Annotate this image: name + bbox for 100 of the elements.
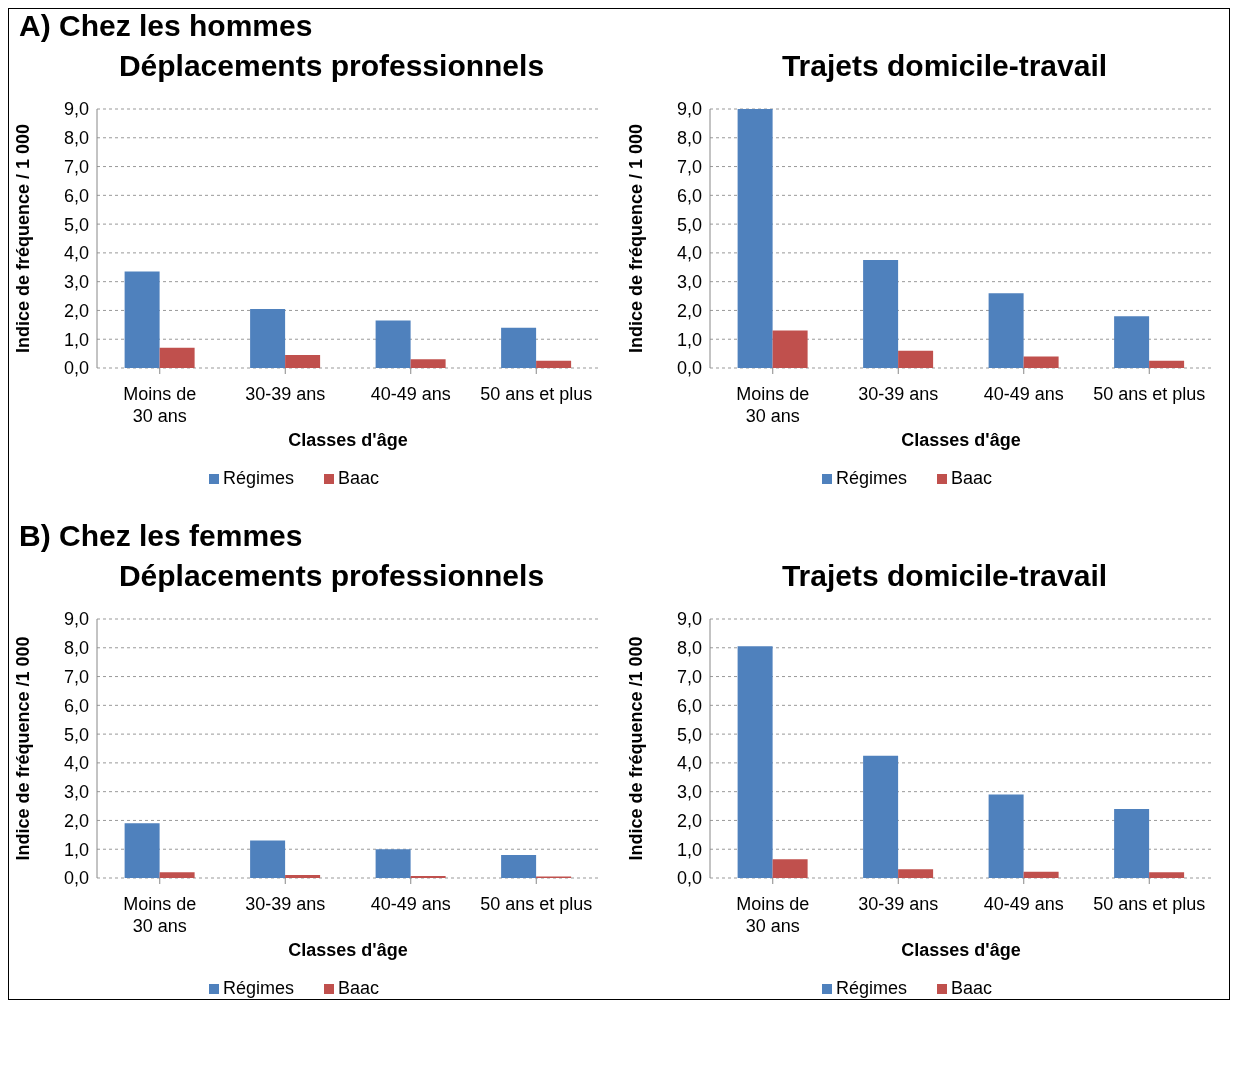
y-axis-title: Indice de fréquence /1 000 <box>13 636 34 861</box>
y-tick-label: 4,0 <box>676 243 702 264</box>
legend-label: Régimes <box>222 468 294 488</box>
x-tick-label: 30-39 ans <box>245 384 326 404</box>
bar <box>250 309 286 368</box>
y-tick-label: 6,0 <box>63 695 89 716</box>
x-tick-label: 50 ans et plus <box>1093 384 1206 404</box>
bar <box>863 755 899 878</box>
bar <box>159 347 195 368</box>
y-tick-label: 4,0 <box>63 753 89 774</box>
bar <box>285 875 321 878</box>
y-tick-label: 9,0 <box>63 99 89 120</box>
legend-label: Baac <box>951 468 993 488</box>
x-tick-label: 30-39 ans <box>245 894 326 914</box>
y-tick-label: 8,0 <box>63 638 89 659</box>
y-tick-label: 9,0 <box>63 609 89 630</box>
x-tick-label: 50 ans et plus <box>1093 894 1206 914</box>
bar <box>898 350 934 368</box>
chart-title: Déplacements professionnels <box>117 559 546 594</box>
y-tick-label: 2,0 <box>63 810 89 831</box>
x-tick-label: Moins de 30 ans <box>123 894 197 936</box>
bar <box>988 794 1024 878</box>
bar <box>501 854 537 878</box>
bar <box>737 646 773 878</box>
y-tick-label: 6,0 <box>63 185 89 206</box>
bar <box>1149 872 1185 878</box>
y-tick-label: 4,0 <box>676 753 702 774</box>
bar <box>501 327 537 368</box>
y-tick-label: 8,0 <box>676 128 702 149</box>
y-tick-label: 0,0 <box>676 868 702 889</box>
chart-title: Déplacements professionnels <box>117 49 546 84</box>
bar <box>1149 360 1185 368</box>
bar <box>124 271 160 368</box>
bar <box>772 859 808 878</box>
x-tick-label: 50 ans et plus <box>480 384 593 404</box>
bar <box>285 355 321 368</box>
x-tick-label: Moins de 30 ans <box>123 384 197 426</box>
x-axis-title: Classes d'âge <box>288 940 408 960</box>
legend-label: Régimes <box>835 978 907 998</box>
y-tick-label: 6,0 <box>676 695 702 716</box>
bar <box>410 359 446 368</box>
bar <box>410 875 446 878</box>
y-axis-title: Indice de fréquence /1 000 <box>626 636 647 861</box>
text: B) Chez les femmes <box>19 519 303 552</box>
y-tick-label: 4,0 <box>63 243 89 264</box>
bar <box>159 872 195 878</box>
bar <box>536 360 572 368</box>
y-tick-label: 5,0 <box>63 724 89 745</box>
x-tick-label: 30-39 ans <box>858 894 939 914</box>
bar <box>250 840 286 878</box>
legend-label: Baac <box>951 978 993 998</box>
y-tick-label: 7,0 <box>63 666 89 687</box>
bar <box>1023 356 1059 368</box>
y-axis-title: Indice de fréquence / 1 000 <box>626 123 647 354</box>
y-tick-label: 8,0 <box>63 128 89 149</box>
bar <box>1114 316 1150 368</box>
bar <box>1114 808 1150 878</box>
y-tick-label: 0,0 <box>63 358 89 379</box>
bar <box>375 849 411 878</box>
bar <box>863 260 899 368</box>
y-tick-label: 1,0 <box>63 839 89 860</box>
y-tick-label: 5,0 <box>676 214 702 235</box>
y-tick-label: 2,0 <box>63 300 89 321</box>
y-tick-label: 1,0 <box>676 839 702 860</box>
x-axis-title: Classes d'âge <box>901 430 1021 450</box>
x-axis-title: Classes d'âge <box>288 430 408 450</box>
y-tick-label: 1,0 <box>676 329 702 350</box>
legend-label: Régimes <box>222 978 294 998</box>
y-tick-label: 8,0 <box>676 638 702 659</box>
y-tick-label: 3,0 <box>63 782 89 803</box>
y-tick-label: 7,0 <box>676 156 702 177</box>
legend-label: Régimes <box>835 468 907 488</box>
x-tick-label: 40-49 ans <box>370 384 451 404</box>
text: A) Chez les hommes <box>19 9 313 42</box>
x-tick-label: 50 ans et plus <box>480 894 593 914</box>
legend-label: Baac <box>338 978 380 998</box>
x-tick-label: 30-39 ans <box>858 384 939 404</box>
y-tick-label: 3,0 <box>676 782 702 803</box>
bar <box>988 293 1024 368</box>
x-tick-label: 40-49 ans <box>983 894 1064 914</box>
y-tick-label: 9,0 <box>676 99 702 120</box>
y-tick-label: 6,0 <box>676 185 702 206</box>
y-tick-label: 2,0 <box>676 810 702 831</box>
y-axis-title: Indice de fréquence / 1 000 <box>13 123 34 354</box>
x-tick-label: 40-49 ans <box>370 894 451 914</box>
x-tick-label: 40-49 ans <box>983 384 1064 404</box>
y-tick-label: 1,0 <box>63 329 89 350</box>
bar <box>737 109 773 368</box>
y-tick-label: 5,0 <box>676 724 702 745</box>
y-tick-label: 9,0 <box>676 609 702 630</box>
y-tick-label: 5,0 <box>63 214 89 235</box>
y-tick-label: 7,0 <box>63 156 89 177</box>
bar <box>1023 871 1059 878</box>
y-tick-label: 3,0 <box>676 272 702 293</box>
chart-title: Trajets domicile-travail <box>780 49 1109 84</box>
x-tick-label: Moins de 30 ans <box>736 384 810 426</box>
bar <box>772 330 808 368</box>
y-tick-label: 0,0 <box>676 358 702 379</box>
bar <box>898 869 934 878</box>
y-tick-label: 2,0 <box>676 300 702 321</box>
